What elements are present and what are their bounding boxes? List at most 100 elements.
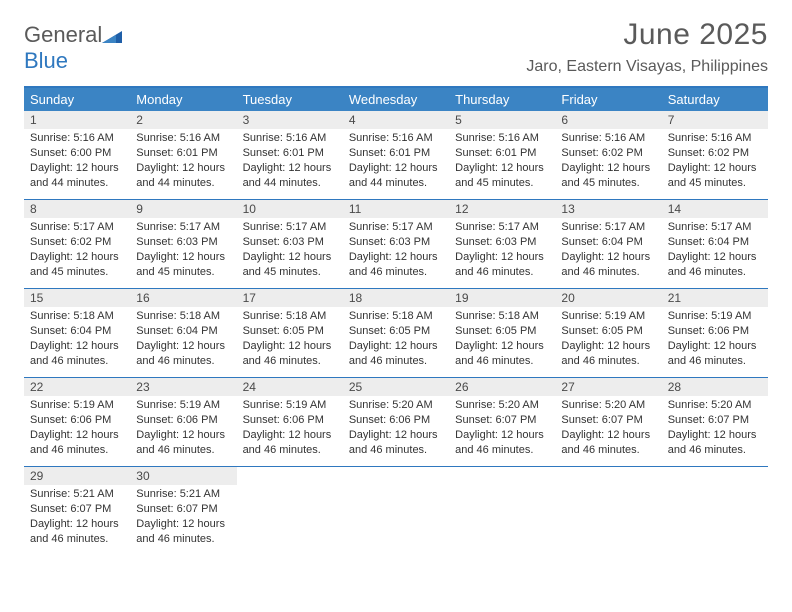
daylight-line: Daylight: 12 hours and 46 minutes. (343, 428, 449, 458)
daylight-line: Daylight: 12 hours and 45 minutes. (662, 161, 768, 191)
day-cell (237, 467, 343, 555)
daylight-line: Daylight: 12 hours and 46 minutes. (555, 250, 661, 280)
day-cell: 17Sunrise: 5:18 AMSunset: 6:05 PMDayligh… (237, 289, 343, 377)
sunrise-line: Sunrise: 5:16 AM (237, 131, 343, 146)
day-cell: 4Sunrise: 5:16 AMSunset: 6:01 PMDaylight… (343, 111, 449, 199)
sunrise-line: Sunrise: 5:19 AM (237, 398, 343, 413)
sunset-line: Sunset: 6:06 PM (662, 324, 768, 339)
daylight-line: Daylight: 12 hours and 46 minutes. (24, 517, 130, 547)
daylight-line: Daylight: 12 hours and 44 minutes. (237, 161, 343, 191)
day-cell: 7Sunrise: 5:16 AMSunset: 6:02 PMDaylight… (662, 111, 768, 199)
day-cell: 19Sunrise: 5:18 AMSunset: 6:05 PMDayligh… (449, 289, 555, 377)
daylight-line: Daylight: 12 hours and 44 minutes. (24, 161, 130, 191)
day-number: 4 (343, 111, 449, 129)
sunrise-line: Sunrise: 5:21 AM (130, 487, 236, 502)
day-number: 28 (662, 378, 768, 396)
daylight-line: Daylight: 12 hours and 46 minutes. (662, 250, 768, 280)
day-number: 30 (130, 467, 236, 485)
day-cell: 18 Sunrise: 5:18 AMSunset: 6:05 PMDayligh… (343, 289, 449, 377)
sunset-line: Sunset: 6:05 PM (555, 324, 661, 339)
day-number: 27 (555, 378, 661, 396)
sunrise-line: Sunrise: 5:16 AM (555, 131, 661, 146)
daylight-line: Daylight: 12 hours and 46 minutes. (555, 428, 661, 458)
day-cell: 5Sunrise: 5:16 AMSunset: 6:01 PMDaylight… (449, 111, 555, 199)
day-number: 13 (555, 200, 661, 218)
daylight-line: Daylight: 12 hours and 46 minutes. (449, 339, 555, 369)
day-number: 8 (24, 200, 130, 218)
daylight-line: Daylight: 12 hours and 46 minutes. (237, 428, 343, 458)
day-number: 22 (24, 378, 130, 396)
weeks-container: 1Sunrise: 5:16 AMSunset: 6:00 PMDaylight… (24, 111, 768, 555)
day-cell: 13Sunrise: 5:17 AMSunset: 6:04 PMDayligh… (555, 200, 661, 288)
sunset-line: Sunset: 6:01 PM (130, 146, 236, 161)
day-cell: 6Sunrise: 5:16 AMSunset: 6:02 PMDaylight… (555, 111, 661, 199)
sunrise-line: Sunrise: 5:18 AM (237, 309, 343, 324)
sunrise-line: Sunrise: 5:18 AM (343, 309, 449, 324)
day-cell: 16Sunrise: 5:18 AMSunset: 6:04 PMDayligh… (130, 289, 236, 377)
day-number: 14 (662, 200, 768, 218)
day-number: 9 (130, 200, 236, 218)
day-cell: 8 Sunrise: 5:17 AMSunset: 6:02 PMDaylight… (24, 200, 130, 288)
daylight-line: Daylight: 12 hours and 46 minutes. (343, 250, 449, 280)
sunrise-line: Sunrise: 5:17 AM (24, 220, 130, 235)
sunrise-line: Sunrise: 5:18 AM (449, 309, 555, 324)
day-number: 20 (555, 289, 661, 307)
weekday-header: Monday (130, 88, 236, 111)
week-row: 1Sunrise: 5:16 AMSunset: 6:00 PMDaylight… (24, 111, 768, 200)
day-cell: 27Sunrise: 5:20 AMSunset: 6:07 PMDayligh… (555, 378, 661, 466)
sunrise-line: Sunrise: 5:20 AM (662, 398, 768, 413)
sunset-line: Sunset: 6:03 PM (237, 235, 343, 250)
month-title: June 2025 (526, 18, 768, 52)
logo-text-block: General Blue (24, 22, 122, 74)
sunset-line: Sunset: 6:04 PM (662, 235, 768, 250)
day-number: 21 (662, 289, 768, 307)
daylight-line: Daylight: 12 hours and 46 minutes. (24, 428, 130, 458)
day-cell: 3Sunrise: 5:16 AMSunset: 6:01 PMDaylight… (237, 111, 343, 199)
sunrise-line: Sunrise: 5:16 AM (449, 131, 555, 146)
sunset-line: Sunset: 6:07 PM (449, 413, 555, 428)
sunrise-line: Sunrise: 5:17 AM (130, 220, 236, 235)
day-number: 29 (24, 467, 130, 485)
daylight-line: Daylight: 12 hours and 46 minutes. (662, 339, 768, 369)
header-row: General Blue June 2025 Jaro, Eastern Vis… (24, 18, 768, 76)
weekday-header: Thursday (449, 88, 555, 111)
daylight-line: Daylight: 12 hours and 45 minutes. (237, 250, 343, 280)
calendar: Sunday Monday Tuesday Wednesday Thursday… (24, 86, 768, 555)
sunset-line: Sunset: 6:02 PM (555, 146, 661, 161)
day-number: 5 (449, 111, 555, 129)
daylight-line: Daylight: 12 hours and 46 minutes. (130, 517, 236, 547)
day-cell (555, 467, 661, 555)
sunset-line: Sunset: 6:06 PM (237, 413, 343, 428)
daylight-line: Daylight: 12 hours and 45 minutes. (24, 250, 130, 280)
sunrise-line: Sunrise: 5:20 AM (555, 398, 661, 413)
day-number: 17 (237, 289, 343, 307)
sunrise-line: Sunrise: 5:19 AM (662, 309, 768, 324)
day-number: 12 (449, 200, 555, 218)
day-number: 11 (343, 200, 449, 218)
logo-word-1: General (24, 22, 102, 47)
daylight-line: Daylight: 12 hours and 46 minutes. (130, 428, 236, 458)
day-cell: 26Sunrise: 5:20 AMSunset: 6:07 PMDayligh… (449, 378, 555, 466)
day-cell: 21 Sunrise: 5:19 AMSunset: 6:06 PMDayligh… (662, 289, 768, 377)
daylight-line: Daylight: 12 hours and 46 minutes. (237, 339, 343, 369)
sunset-line: Sunset: 6:03 PM (130, 235, 236, 250)
daylight-line: Daylight: 12 hours and 46 minutes. (343, 339, 449, 369)
sunrise-line: Sunrise: 5:17 AM (449, 220, 555, 235)
sunrise-line: Sunrise: 5:16 AM (343, 131, 449, 146)
sunset-line: Sunset: 6:05 PM (343, 324, 449, 339)
day-cell: 10Sunrise: 5:17 AMSunset: 6:03 PMDayligh… (237, 200, 343, 288)
sunset-line: Sunset: 6:03 PM (343, 235, 449, 250)
day-number: 10 (237, 200, 343, 218)
sunset-line: Sunset: 6:06 PM (130, 413, 236, 428)
day-number: 18 (343, 289, 449, 307)
logo-word-2: Blue (24, 48, 68, 73)
daylight-line: Daylight: 12 hours and 46 minutes. (449, 250, 555, 280)
weekday-header: Tuesday (237, 88, 343, 111)
day-number: 15 (24, 289, 130, 307)
day-number: 23 (130, 378, 236, 396)
day-cell: 25Sunrise: 5:20 AMSunset: 6:06 PMDayligh… (343, 378, 449, 466)
sunset-line: Sunset: 6:02 PM (24, 235, 130, 250)
day-cell: 22Sunrise: 5:19 AMSunset: 6:06 PMDayligh… (24, 378, 130, 466)
sunset-line: Sunset: 6:01 PM (343, 146, 449, 161)
weekday-header: Saturday (662, 88, 768, 111)
